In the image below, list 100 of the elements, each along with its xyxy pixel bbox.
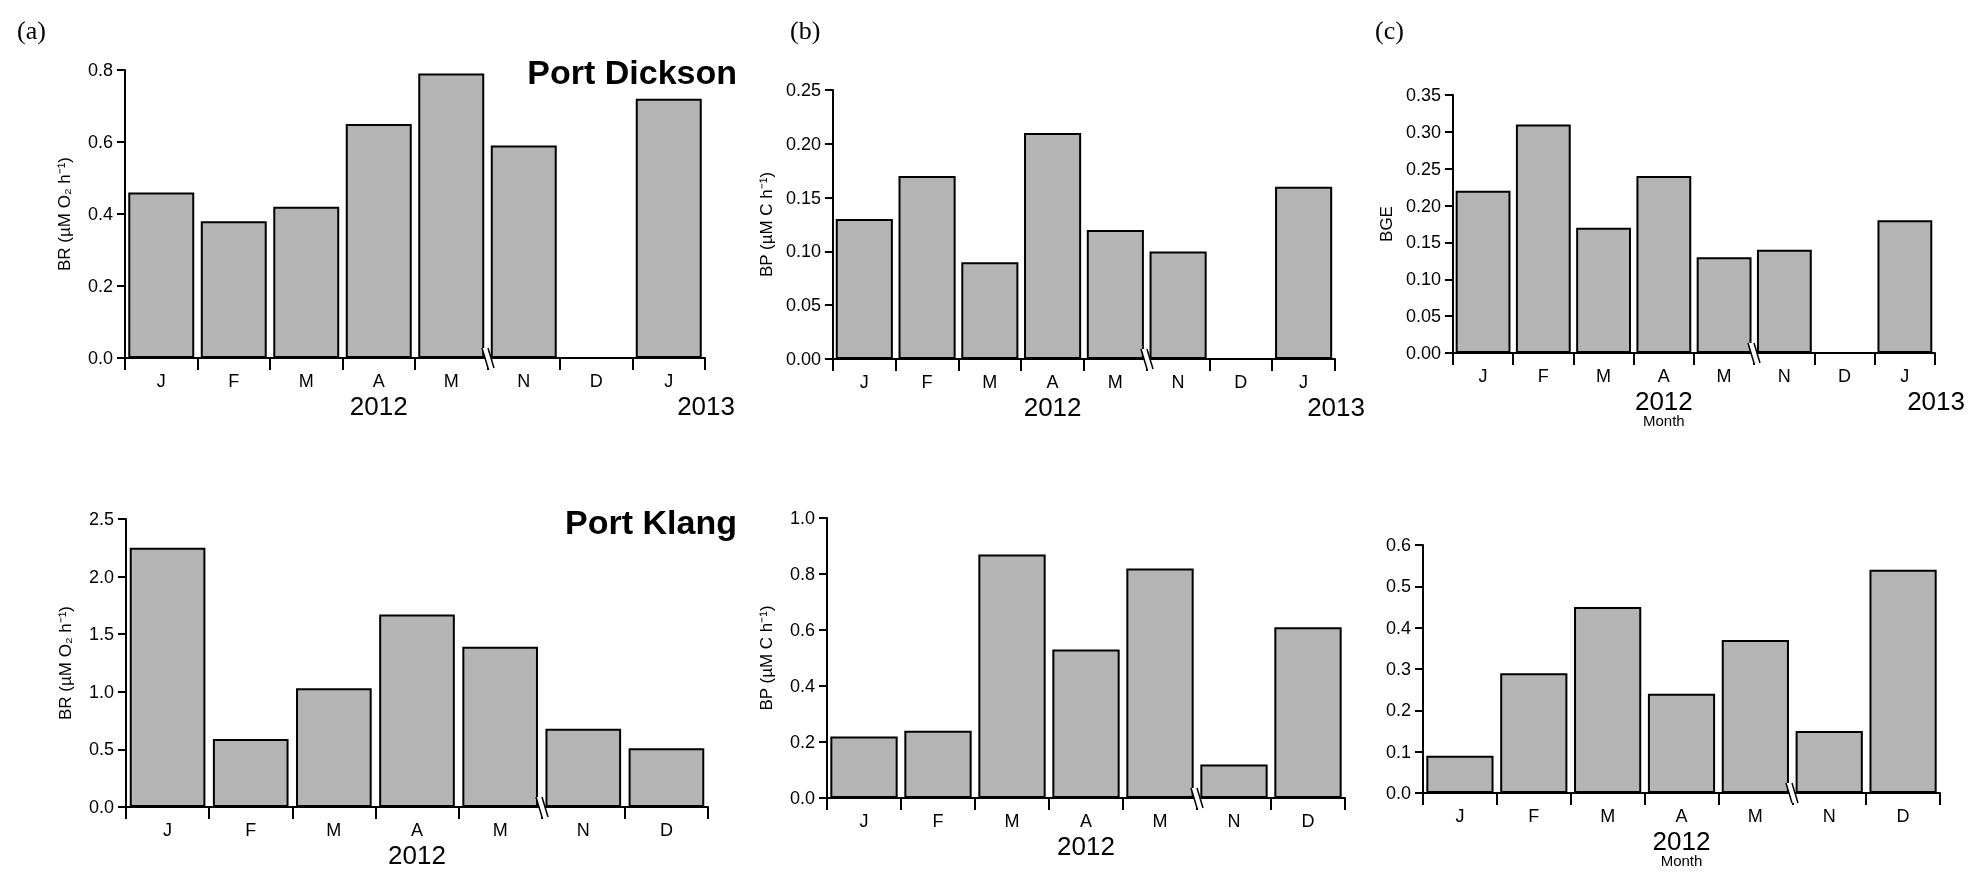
y-axis-title: BR (µM O₂ h⁻¹) [55, 156, 74, 272]
x-tick-label: J [1478, 366, 1488, 386]
y-tick-label: 0.15 [785, 187, 821, 208]
x-tick-label: D [1301, 811, 1315, 831]
x-tick-label: M [1600, 806, 1616, 826]
x-tick-label: F [1537, 366, 1549, 386]
y-tick-label: 0.05 [1405, 306, 1441, 327]
x-tick-label: D [1234, 372, 1248, 392]
x-tick-label: A [1046, 372, 1059, 392]
y-tick-label: 1.0 [789, 508, 815, 528]
x-tick-label: A [1675, 806, 1688, 826]
y-tick-label: 1.0 [88, 681, 114, 702]
y-tick-label: 0.4 [87, 204, 113, 224]
x-tick-label: N [1171, 372, 1185, 392]
x-tick-label: F [245, 820, 257, 840]
y-tick-label: 0.0 [87, 348, 113, 368]
chart-subtitle: Port Dickson [527, 53, 738, 91]
y-tick-label: 0.25 [1405, 158, 1441, 179]
y-tick-label: 0.4 [1385, 617, 1411, 638]
x-tick-label: N [576, 820, 590, 840]
x-tick-label: A [372, 371, 385, 391]
x-tick-label: D [589, 371, 603, 391]
x-tick-label: A [1079, 811, 1093, 831]
y-tick-label: 0.00 [785, 349, 821, 369]
y-tick-label: 0.10 [785, 241, 821, 262]
y-tick-label: 2.0 [88, 566, 114, 587]
y-tick-label: 0.6 [789, 620, 815, 640]
x-tick-label: M [298, 371, 314, 391]
y-tick-label: 0.00 [1405, 343, 1441, 363]
x-tick-label: J [1900, 366, 1910, 386]
y-tick-label: 0.0 [789, 788, 815, 808]
y-tick-label: 2.5 [88, 509, 114, 529]
text: 2012 [1023, 392, 1082, 422]
y-tick-label: 0.2 [789, 732, 815, 752]
x-tick-label: N [517, 371, 531, 391]
x-tick-label: M [1004, 811, 1020, 831]
x-tick-label: F [932, 811, 944, 831]
y-tick-label: 0.8 [789, 564, 815, 584]
y-tick-label: 0.8 [87, 60, 113, 80]
y-axis-title: BR (µM O₂ h⁻¹) [56, 605, 75, 721]
y-tick-label: 0.3 [1385, 659, 1411, 679]
x-tick-label: J [664, 371, 674, 391]
y-tick-label: 0.2 [87, 276, 113, 296]
y-tick-label: 0.10 [1405, 269, 1441, 290]
y-tick-label: 0.2 [1385, 700, 1411, 721]
x-tick-label: J [1455, 806, 1465, 826]
x-tick-label: J [859, 811, 869, 831]
y-tick-label: 0.6 [87, 132, 113, 152]
text: 2013 [1307, 392, 1365, 422]
y-tick-label: 0.05 [785, 295, 821, 316]
chart-title: (b) [790, 15, 821, 45]
chart-title: (a) [17, 15, 46, 45]
y-axis-title: BP (µM C h⁻¹) [757, 171, 776, 278]
x-tick-label: M [492, 820, 508, 840]
x-tick-label: M [443, 371, 459, 391]
x-tick-label: A [1657, 366, 1670, 386]
x-tick-label: N [1227, 811, 1241, 831]
text: 2013 [677, 391, 735, 421]
y-tick-label: 0.30 [1405, 121, 1441, 142]
text: 2013 [1907, 386, 1965, 416]
x-tick-label: D [1838, 366, 1852, 386]
x-tick-label: M [1107, 372, 1123, 392]
y-tick-label: 0.6 [1385, 535, 1411, 555]
y-tick-label: 0.20 [785, 133, 821, 154]
x-tick-label: M [1152, 811, 1168, 831]
x-tick-label: M [326, 820, 342, 840]
x-tick-label: N [1822, 806, 1836, 826]
x-tick-label: M [1716, 366, 1732, 386]
y-tick-label: 0.1 [1385, 741, 1411, 762]
x-tick-label: M [1747, 806, 1763, 826]
y-tick-label: 1.5 [88, 624, 114, 645]
y-axis-title: BP (µM C h⁻¹) [757, 605, 776, 711]
y-tick-label: 0.0 [88, 797, 114, 817]
y-tick-label: 0.25 [785, 80, 821, 100]
x-tick-label: D [659, 820, 673, 840]
x-tick-label: F [1528, 806, 1540, 826]
x-tick-label: J [1299, 372, 1309, 392]
y-tick-label: 0.35 [1405, 85, 1441, 105]
x-tick-label: M [1596, 366, 1612, 386]
x-tick-label: F [921, 372, 933, 392]
text: 2012 [349, 391, 408, 421]
y-tick-label: 0.20 [1405, 195, 1441, 216]
y-axis-title: BGE [1377, 206, 1396, 242]
y-tick-label: 0.0 [1385, 783, 1411, 803]
y-tick-label: 0.4 [789, 676, 815, 696]
x-tick-label: A [410, 820, 424, 840]
text: 2012 [1057, 831, 1115, 861]
x-tick-label: D [1896, 806, 1910, 826]
chart-title: (c) [1375, 15, 1404, 45]
y-tick-label: 0.15 [1405, 232, 1441, 253]
x-tick-label: F [228, 371, 240, 391]
x-tick-label: J [859, 372, 869, 392]
x-tick-label: J [156, 371, 166, 391]
x-tick-label: M [982, 372, 998, 392]
x-tick-label: N [1777, 366, 1791, 386]
text: 2012 [388, 840, 446, 870]
y-tick-label: 0.5 [88, 739, 114, 760]
x-tick-label: J [163, 820, 173, 840]
chart-subtitle: Port Klang [565, 503, 738, 541]
y-tick-label: 0.5 [1385, 576, 1411, 597]
